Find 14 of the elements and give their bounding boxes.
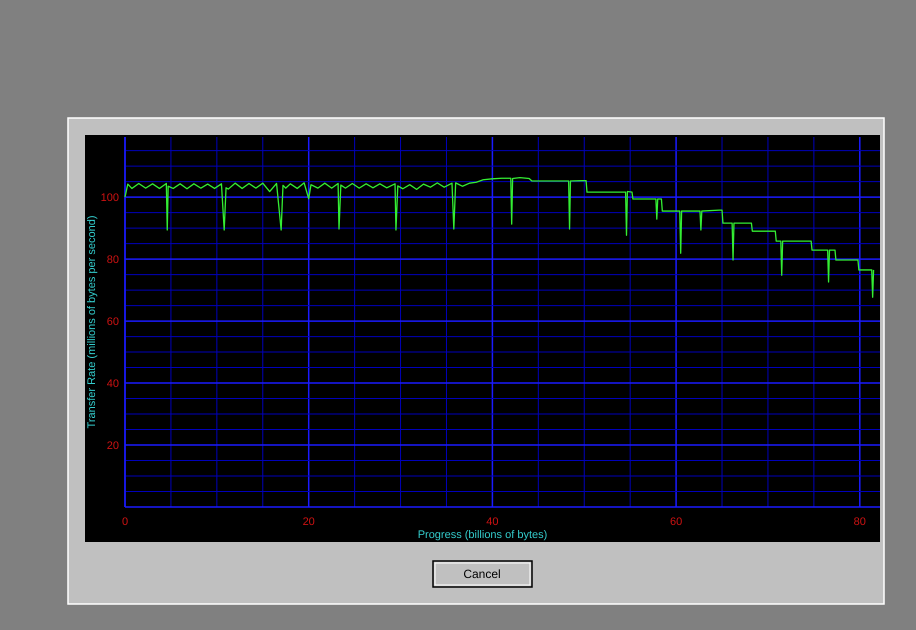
line-series [124, 176, 874, 298]
x-tick-label: 0 [122, 516, 128, 528]
x-tick-label: 60 [670, 516, 682, 528]
y-tick-label: 40 [106, 378, 119, 390]
y-axis-title: Transfer Rate (millions of bytes per second) [86, 216, 98, 428]
y-tick-label: 100 [100, 192, 119, 204]
text: Cancel [463, 567, 501, 581]
y-tick-label: 20 [106, 440, 119, 452]
x-tick-label: 80 [854, 516, 866, 528]
x-tick-label: 40 [486, 516, 499, 528]
x-tick-label: 20 [302, 516, 315, 528]
y-tick-label: 60 [106, 316, 119, 328]
x-axis-title: Progress (billions of bytes) [418, 529, 548, 541]
y-tick-label: 80 [106, 254, 119, 266]
